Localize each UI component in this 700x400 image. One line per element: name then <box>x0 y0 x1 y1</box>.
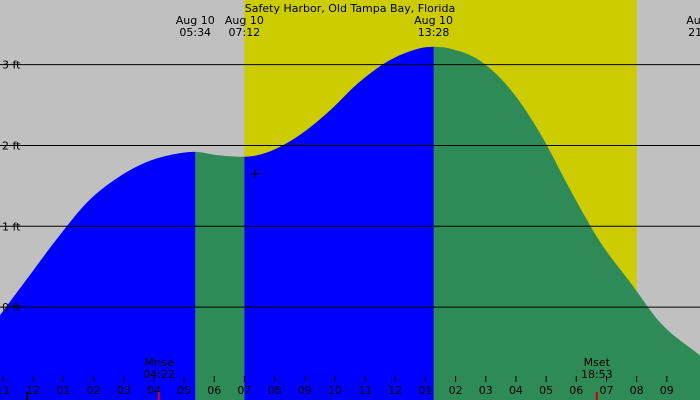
chart-title: Safety Harbor, Old Tampa Bay, Florida <box>245 2 455 15</box>
time-label-date: Aug <box>686 14 700 27</box>
time-label-date: Aug 10 <box>225 14 264 27</box>
x-tick-label: 12 <box>388 384 402 397</box>
moon-label-name: Mset <box>584 356 611 369</box>
x-tick-label: 05 <box>177 384 191 397</box>
x-tick-label: 11 <box>358 384 372 397</box>
x-tick-label: 02 <box>449 384 463 397</box>
x-tick-label: 09 <box>298 384 312 397</box>
x-tick-label: 10 <box>328 384 342 397</box>
time-label-time: 13:28 <box>418 26 450 39</box>
tide-area-rising <box>0 46 434 400</box>
y-tick-label: 2 ft <box>2 139 21 152</box>
time-label-time: 07:12 <box>229 26 261 39</box>
x-tick-label: 08 <box>630 384 644 397</box>
y-tick-labels: 0 ft 1 ft 2 ft 3 ft <box>2 59 21 314</box>
y-tick-label: 0 ft <box>2 301 21 314</box>
moon-label-time: 18:53 <box>581 368 613 381</box>
time-label-date: Aug 10 <box>414 14 453 27</box>
x-tick-label: 04 <box>509 384 523 397</box>
cursor-crosshair: + <box>250 167 261 182</box>
time-label-date: Aug 10 <box>176 14 215 27</box>
y-tick-label: 3 ft <box>2 59 21 72</box>
time-label-time: 05:34 <box>179 26 211 39</box>
x-tick-label: 09 <box>660 384 674 397</box>
x-tick-label: 05 <box>539 384 553 397</box>
x-tick-label: 04 <box>147 384 161 397</box>
event-markers <box>26 392 598 400</box>
x-tick-label: 02 <box>87 384 101 397</box>
y-tick-label: 1 ft <box>2 220 21 233</box>
moon-label-time: 04:22 <box>143 368 175 381</box>
x-tick-label: 06 <box>207 384 221 397</box>
y-gridlines <box>0 64 700 308</box>
x-tick-label: 03 <box>117 384 131 397</box>
time-label-time: 21: <box>688 26 700 39</box>
x-tick-label: 01 <box>56 384 70 397</box>
moon-label-name: Mrise <box>144 356 174 369</box>
x-tick-label: 08 <box>268 384 282 397</box>
x-tick-label: 07 <box>599 384 613 397</box>
x-tick-labels: 11 12 01 02 03 04 05 06 07 08 09 10 11 12 01 02 03 04 05 06… <box>0 376 674 397</box>
x-tick-label: 07 <box>237 384 251 397</box>
x-tick-label: 03 <box>479 384 493 397</box>
x-tick-label: 06 <box>569 384 583 397</box>
x-tick-label: 01 <box>418 384 432 397</box>
x-tick-label: 11 <box>0 384 10 397</box>
x-tick-label: 12 <box>26 384 40 397</box>
